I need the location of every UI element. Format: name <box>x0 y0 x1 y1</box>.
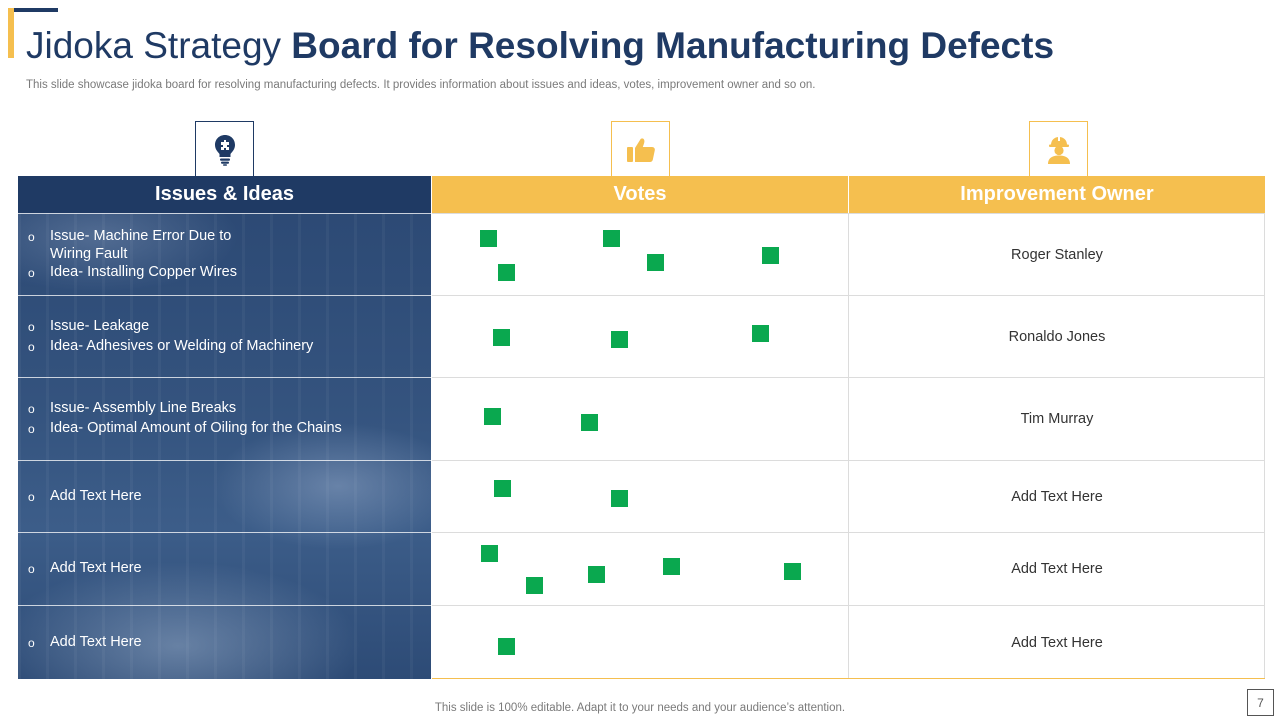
owner-header: Improvement Owner <box>849 176 1265 213</box>
vote-marker[interactable] <box>581 414 598 431</box>
vote-marker[interactable] <box>481 545 498 562</box>
owner-cell: Roger Stanley <box>849 213 1265 295</box>
issue-cell: o Issue- Machine Error Due to Wiring Faul… <box>18 213 431 295</box>
votes-header: Votes <box>432 176 848 213</box>
bullet-marker: o <box>28 229 35 244</box>
bullet-marker: o <box>28 489 35 504</box>
votes-icon-box <box>611 121 670 177</box>
vote-marker[interactable] <box>588 566 605 583</box>
vote-marker[interactable] <box>762 247 779 264</box>
bullet-text: Issue- Machine Error Due to Wiring Fault <box>50 227 232 262</box>
lightbulb-puzzle-icon <box>214 134 235 166</box>
issue-cell: o Add Text Here <box>18 532 431 605</box>
vote-marker[interactable] <box>484 408 501 425</box>
votes-cell <box>432 377 848 460</box>
bullet-text: Issue- Assembly Line Breaks <box>50 400 237 416</box>
votes-cell <box>432 605 848 679</box>
board-bottom-border <box>432 678 1265 679</box>
jidoka-board: Issues & Ideas Votes Improvement Owner o… <box>18 176 1265 679</box>
votes-cell <box>432 213 848 295</box>
issue-cell: o Issue- Assembly Line Breaks o Idea- Optim… <box>18 377 431 460</box>
bullet-marker: o <box>28 562 35 576</box>
votes-cell <box>432 295 848 377</box>
vote-marker[interactable] <box>611 490 628 507</box>
issues-header: Issues & Ideas <box>18 176 431 213</box>
bullet-marker: o <box>28 319 35 334</box>
title-accent-line <box>14 8 58 12</box>
votes-cell <box>432 460 848 532</box>
issues-icon-box <box>195 121 254 177</box>
bullet-item: o Add Text Here <box>28 559 431 579</box>
bullet-item: o Add Text Here <box>28 633 431 653</box>
vote-marker[interactable] <box>493 329 510 346</box>
owner-cell: Ronaldo Jones <box>849 295 1265 377</box>
bullet-item: o Add Text Here <box>28 487 431 507</box>
bullet-item: o Issue- Machine Error Due to Wiring Faul… <box>28 227 431 263</box>
title-light-part: Jidoka Strategy <box>26 25 282 66</box>
vote-marker[interactable] <box>480 230 497 247</box>
bullet-text: Issue- Leakage <box>50 317 150 334</box>
bullet-text: Idea- Adhesives or Welding of Machinery <box>50 337 314 354</box>
bullet-text: Idea- Optimal Amount of Oiling for the C… <box>50 420 342 436</box>
bullet-text: Add Text Here <box>50 633 142 650</box>
vote-marker[interactable] <box>784 563 801 580</box>
bullet-item: o Idea- Optimal Amount of Oiling for the … <box>28 419 431 439</box>
vote-marker[interactable] <box>752 325 769 342</box>
title-main-part: Board for Resolving Manufacturing Defect… <box>281 25 1055 66</box>
vote-marker[interactable] <box>498 638 515 655</box>
bullet-item: o Issue- Assembly Line Breaks <box>28 399 431 419</box>
bullet-marker: o <box>28 402 35 416</box>
owner-cell: Add Text Here <box>849 460 1265 532</box>
bullet-item: o Issue- Leakage <box>28 317 431 337</box>
vote-marker[interactable] <box>663 558 680 575</box>
vote-marker[interactable] <box>647 254 664 271</box>
slide-title: Jidoka Strategy Board for Resolving Manu… <box>26 24 1054 68</box>
vote-marker[interactable] <box>498 264 515 281</box>
footer-note: This slide is 100% editable. Adapt it to… <box>434 702 846 714</box>
worker-helmet-icon <box>1047 135 1070 164</box>
owner-icon-box <box>1029 121 1088 177</box>
vote-marker[interactable] <box>611 331 628 348</box>
bullet-marker: o <box>28 422 35 436</box>
owner-cell: Tim Murray <box>849 377 1265 460</box>
bullet-marker: o <box>28 339 35 354</box>
bullet-text: Idea- Installing Copper Wires <box>50 263 237 280</box>
title-accent-bar <box>8 8 14 58</box>
bullet-marker: o <box>28 265 35 280</box>
slide-subtitle: This slide showcase jidoka board for res… <box>26 79 816 91</box>
votes-cell <box>432 532 848 605</box>
vote-marker[interactable] <box>526 577 543 594</box>
thumbs-up-icon <box>626 137 655 162</box>
issues-column-background <box>18 176 431 679</box>
bullet-item: o Idea- Installing Copper Wires <box>28 263 431 283</box>
board-right-border <box>1264 213 1265 679</box>
bullet-item: o Idea- Adhesives or Welding of Machinery <box>28 337 431 357</box>
vote-marker[interactable] <box>603 230 620 247</box>
page-number: 7 <box>1247 689 1274 716</box>
bullet-text: Add Text Here <box>50 487 142 504</box>
bullet-marker: o <box>28 635 35 650</box>
issue-cell: o Issue- Leakage o Idea- Adhesives or Weldi… <box>18 295 431 377</box>
issue-cell: o Add Text Here <box>18 605 431 679</box>
column-divider <box>848 213 849 679</box>
vote-marker[interactable] <box>494 480 511 497</box>
bullet-text: Add Text Here <box>50 560 142 576</box>
owner-cell: Add Text Here <box>849 532 1265 605</box>
issue-cell: o Add Text Here <box>18 460 431 532</box>
owner-cell: Add Text Here <box>849 605 1265 679</box>
